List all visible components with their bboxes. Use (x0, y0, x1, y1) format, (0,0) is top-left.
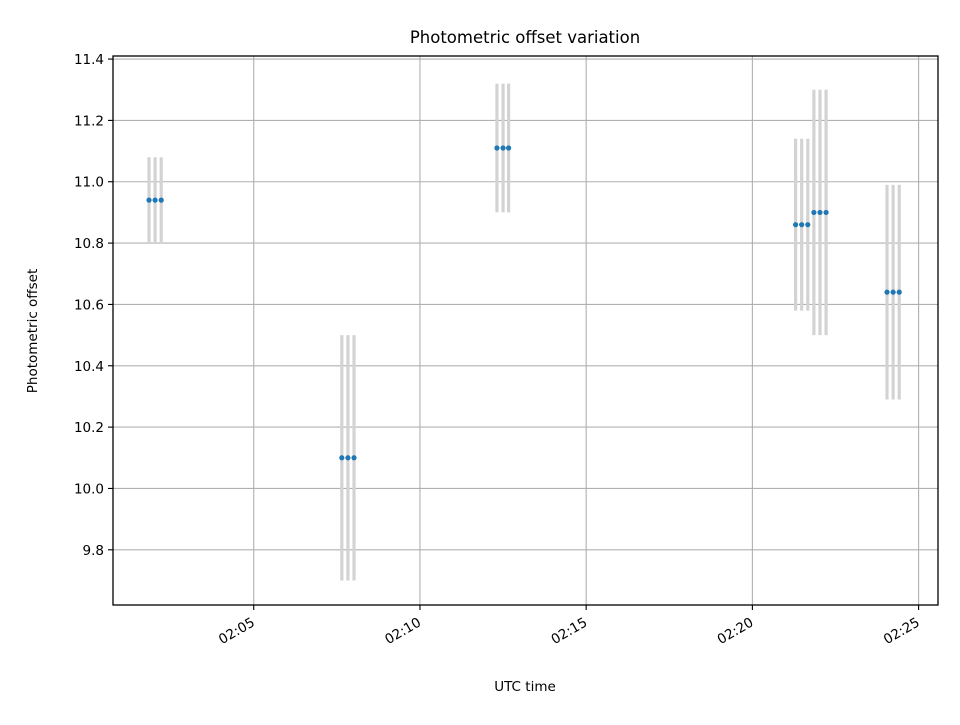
data-point (817, 209, 823, 216)
data-point (884, 289, 890, 295)
points-layer (146, 145, 902, 461)
data-point (805, 222, 811, 228)
data-point (345, 455, 351, 461)
data-point (823, 209, 829, 216)
y-axis-ticks: 9.8 10.0 10.2 10.4 10.6 10.8 11.0 11.2 11.4 (74, 52, 113, 559)
y-tick-label: 10.6 (74, 297, 104, 313)
axes-frame (112, 55, 939, 606)
data-point (158, 197, 164, 203)
data-point (500, 145, 506, 151)
data-point (890, 289, 896, 295)
data-point (146, 197, 152, 203)
data-point (506, 145, 512, 151)
y-axis-label: Photometric offset (25, 269, 41, 393)
data-point (811, 209, 817, 216)
data-point (494, 145, 500, 151)
x-axis-label: UTC time (494, 679, 556, 695)
y-tick-label: 11.4 (74, 52, 104, 68)
y-tick-label: 10.8 (74, 236, 104, 252)
chart-title: Photometric offset variation (410, 28, 640, 47)
data-point (799, 222, 805, 228)
data-point (351, 455, 357, 461)
grid-layer (113, 56, 938, 605)
data-point (896, 289, 902, 295)
y-tick-label: 11.2 (74, 113, 104, 129)
y-tick-label: 10.4 (74, 359, 104, 375)
y-tick-label: 9.8 (83, 543, 104, 559)
y-tick-label: 10.2 (74, 420, 104, 436)
data-point (793, 222, 799, 228)
y-tick-label: 11.0 (74, 175, 104, 191)
data-point (339, 455, 345, 461)
data-point (152, 197, 158, 203)
y-tick-label: 10.0 (74, 481, 104, 497)
